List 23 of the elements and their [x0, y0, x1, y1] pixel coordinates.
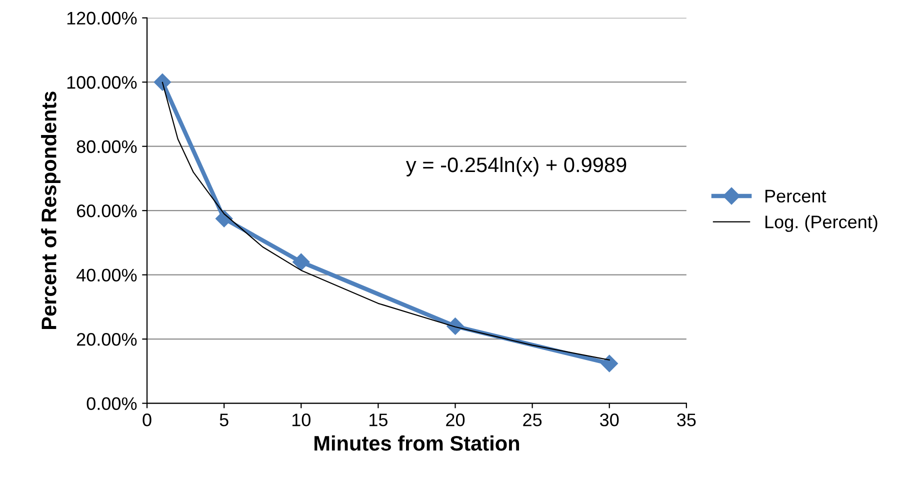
- x-axis-title: Minutes from Station: [314, 435, 520, 451]
- y-tick-label: 20.00%: [76, 333, 137, 346]
- y-tick-label: 80.00%: [76, 140, 137, 154]
- legend-label: Percent: [765, 190, 826, 203]
- x-tick-label: 30: [600, 414, 619, 426]
- y-tick-label: 0.00%: [86, 397, 137, 410]
- x-tick-label: 15: [370, 414, 388, 426]
- y-axis-title: Percent of Respondents: [41, 92, 60, 329]
- y-tick-label: 40.00%: [76, 268, 137, 282]
- x-tick-label: 5: [220, 414, 228, 426]
- y-tick-label: 60.00%: [76, 204, 137, 218]
- point: [154, 74, 171, 91]
- annotation: y = -0.254ln(x) + 0.9989: [406, 156, 626, 176]
- x-tick-label: 10: [292, 414, 310, 426]
- y-tick-label: 100.00%: [67, 76, 137, 89]
- x-tick-label: 35: [677, 414, 696, 426]
- x-tick-label: 0: [142, 414, 152, 426]
- point: [600, 354, 618, 372]
- y-tick-label: 120.00%: [67, 12, 137, 25]
- x-tick-label: 25: [523, 414, 542, 426]
- x-tick-label: 20: [446, 414, 465, 426]
- point: [292, 253, 310, 271]
- legend-label: Log. (Percent): [765, 215, 878, 232]
